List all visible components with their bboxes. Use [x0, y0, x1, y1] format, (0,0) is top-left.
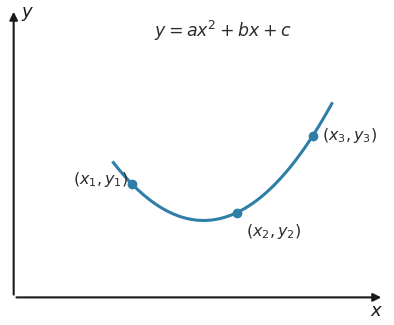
- Text: $x$: $x$: [370, 303, 383, 320]
- Text: $y$: $y$: [21, 5, 35, 23]
- Text: $(x_3, y_3)$: $(x_3, y_3)$: [322, 126, 378, 145]
- Text: $(x_1, y_1)$: $(x_1, y_1)$: [74, 170, 129, 189]
- Text: $y = ax^2 + bx + c$: $y = ax^2 + bx + c$: [154, 19, 291, 44]
- Text: $(x_2, y_2)$: $(x_2, y_2)$: [246, 222, 302, 241]
